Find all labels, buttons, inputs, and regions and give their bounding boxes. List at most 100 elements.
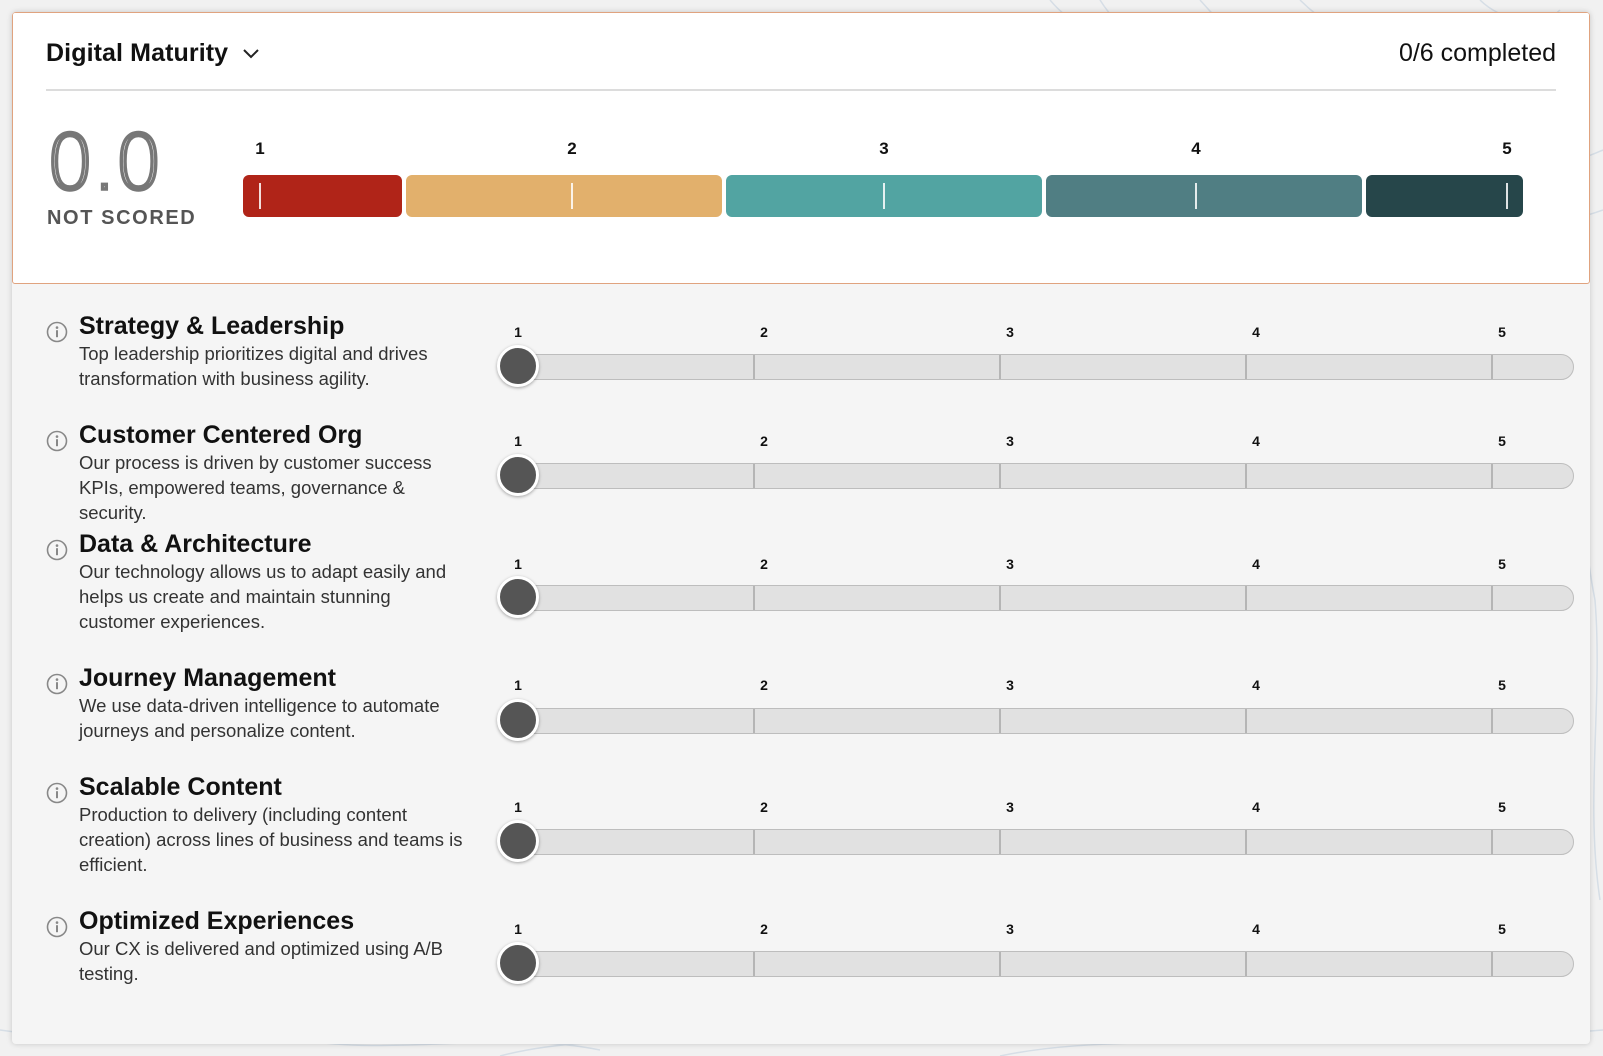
slider-label-5: 5 <box>1498 799 1506 815</box>
slider-tick <box>999 709 1001 733</box>
rating-slider-track[interactable] <box>507 585 1574 611</box>
category-title: Data & Architecture <box>79 530 312 558</box>
scale-segment-tick <box>571 183 573 209</box>
scale-segment-3 <box>726 175 1042 217</box>
slider-label-4: 4 <box>1252 324 1260 340</box>
scale-segment-tick <box>1506 183 1508 209</box>
slider-label-5: 5 <box>1498 433 1506 449</box>
slider-label-5: 5 <box>1498 556 1506 572</box>
slider-tick <box>753 830 755 854</box>
slider-tick <box>753 709 755 733</box>
chevron-down-icon <box>243 48 259 58</box>
slider-label-1: 1 <box>514 799 522 815</box>
info-icon[interactable] <box>46 539 68 561</box>
header-top-bar: Digital Maturity 0/6 completed <box>46 13 1556 91</box>
score-status: NOT SCORED <box>47 207 197 229</box>
scale-segment-tick <box>883 183 885 209</box>
slider-label-2: 2 <box>760 556 768 572</box>
rating-slider-track[interactable] <box>507 354 1574 380</box>
category-description: Production to delivery (including conten… <box>79 804 463 875</box>
slider-tick <box>1245 830 1247 854</box>
scale-label-3: 3 <box>879 139 889 158</box>
scale-label-5: 5 <box>1502 139 1512 158</box>
slider-label-1: 1 <box>514 677 522 693</box>
slider-tick <box>999 830 1001 854</box>
info-icon[interactable] <box>46 430 68 452</box>
scale-segment-1 <box>243 175 402 217</box>
slider-label-1: 1 <box>514 556 522 572</box>
slider-label-3: 3 <box>1006 799 1014 815</box>
slider-tick <box>1491 709 1493 733</box>
slider-label-5: 5 <box>1498 921 1506 937</box>
scale-segment-tick <box>1195 183 1197 209</box>
slider-label-5: 5 <box>1498 324 1506 340</box>
category-description: We use data-driven intelligence to autom… <box>79 695 440 741</box>
category-title: Optimized Experiences <box>79 907 355 935</box>
slider-label-3: 3 <box>1006 433 1014 449</box>
slider-label-3: 3 <box>1006 324 1014 340</box>
slider-thumb[interactable] <box>497 699 539 741</box>
scale-segment-2 <box>406 175 722 217</box>
overall-score: 0.0 <box>44 118 164 207</box>
slider-thumb[interactable] <box>497 576 539 618</box>
category-description: Our CX is delivered and optimized using … <box>79 938 444 984</box>
scale-segment-tick <box>259 183 261 209</box>
slider-tick <box>1491 464 1493 488</box>
slider-tick <box>1491 952 1493 976</box>
summary-header: Digital Maturity 0/6 completed 0.0 NOT S… <box>12 12 1590 284</box>
info-icon[interactable] <box>46 782 68 804</box>
slider-tick <box>1245 355 1247 379</box>
slider-tick <box>1245 586 1247 610</box>
slider-label-5: 5 <box>1498 677 1506 693</box>
category-description: Our technology allows us to adapt easily… <box>79 561 447 632</box>
category-dropdown[interactable]: Digital Maturity <box>46 39 260 68</box>
slider-label-3: 3 <box>1006 921 1014 937</box>
rating-slider-track[interactable] <box>507 951 1574 977</box>
rating-slider-track[interactable] <box>507 829 1574 855</box>
slider-tick <box>1245 709 1247 733</box>
slider-label-2: 2 <box>760 799 768 815</box>
slider-label-1: 1 <box>514 433 522 449</box>
info-icon[interactable] <box>46 673 68 695</box>
scale-label-2: 2 <box>567 139 577 158</box>
slider-thumb[interactable] <box>497 345 539 387</box>
slider-thumb[interactable] <box>497 820 539 862</box>
slider-tick <box>753 952 755 976</box>
scale-label-1: 1 <box>255 139 265 158</box>
slider-thumb[interactable] <box>497 942 539 984</box>
info-icon[interactable] <box>46 916 68 938</box>
slider-label-4: 4 <box>1252 799 1260 815</box>
completion-count: 0/6 completed <box>1398 39 1556 67</box>
category-title: Journey Management <box>79 664 337 692</box>
slider-label-2: 2 <box>760 324 768 340</box>
slider-tick <box>999 355 1001 379</box>
slider-tick <box>753 464 755 488</box>
slider-tick <box>753 586 755 610</box>
slider-label-4: 4 <box>1252 433 1260 449</box>
slider-label-1: 1 <box>514 324 522 340</box>
slider-tick <box>1491 586 1493 610</box>
slider-tick <box>999 464 1001 488</box>
slider-label-2: 2 <box>760 921 768 937</box>
slider-label-2: 2 <box>760 433 768 449</box>
slider-label-3: 3 <box>1006 677 1014 693</box>
slider-tick <box>753 355 755 379</box>
info-icon[interactable] <box>46 321 68 343</box>
category-title: Customer Centered Org <box>79 421 363 449</box>
slider-tick <box>1245 464 1247 488</box>
slider-label-4: 4 <box>1252 677 1260 693</box>
scale-label-4: 4 <box>1191 139 1201 158</box>
slider-tick <box>1245 952 1247 976</box>
rating-slider-track[interactable] <box>507 463 1574 489</box>
maturity-card: Digital Maturity 0/6 completed 0.0 NOT S… <box>12 12 1590 1044</box>
rating-slider-track[interactable] <box>507 708 1574 734</box>
slider-tick <box>999 952 1001 976</box>
slider-label-2: 2 <box>760 677 768 693</box>
slider-tick <box>1491 355 1493 379</box>
category-description: Our process is driven by customer succes… <box>79 452 432 523</box>
category-title: Scalable Content <box>79 773 282 801</box>
slider-tick <box>999 586 1001 610</box>
slider-label-3: 3 <box>1006 556 1014 572</box>
slider-thumb[interactable] <box>497 454 539 496</box>
slider-label-4: 4 <box>1252 921 1260 937</box>
